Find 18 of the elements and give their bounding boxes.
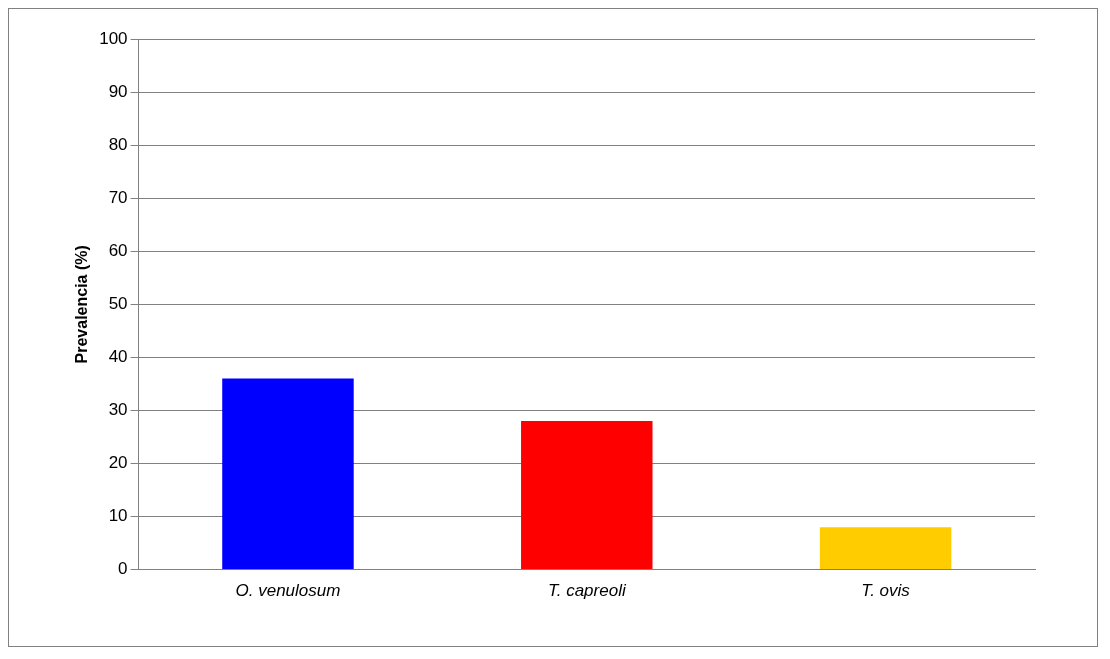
y-tick-label: 40 xyxy=(108,347,128,367)
y-tick-label: 30 xyxy=(108,400,128,420)
x-tick-label: O. venulosum xyxy=(235,580,341,600)
y-tick-label: 80 xyxy=(108,134,128,154)
bar xyxy=(819,527,952,570)
y-tick-label: 70 xyxy=(108,187,128,207)
y-tick-label: 100 xyxy=(99,28,128,48)
y-tick-label: 20 xyxy=(108,453,128,473)
y-axis-title: Prevalencia (%) xyxy=(73,245,91,364)
y-tick-label: 60 xyxy=(108,240,128,260)
bar xyxy=(521,421,653,570)
y-tick-label: 90 xyxy=(108,81,128,101)
y-tick-label: 50 xyxy=(108,293,128,313)
y-tick-label: 0 xyxy=(118,559,128,579)
x-tick-label: T. capreoli xyxy=(547,580,627,600)
x-tick-label: T. ovis xyxy=(861,580,911,600)
y-tick-label: 10 xyxy=(108,506,128,526)
bar xyxy=(222,378,354,570)
